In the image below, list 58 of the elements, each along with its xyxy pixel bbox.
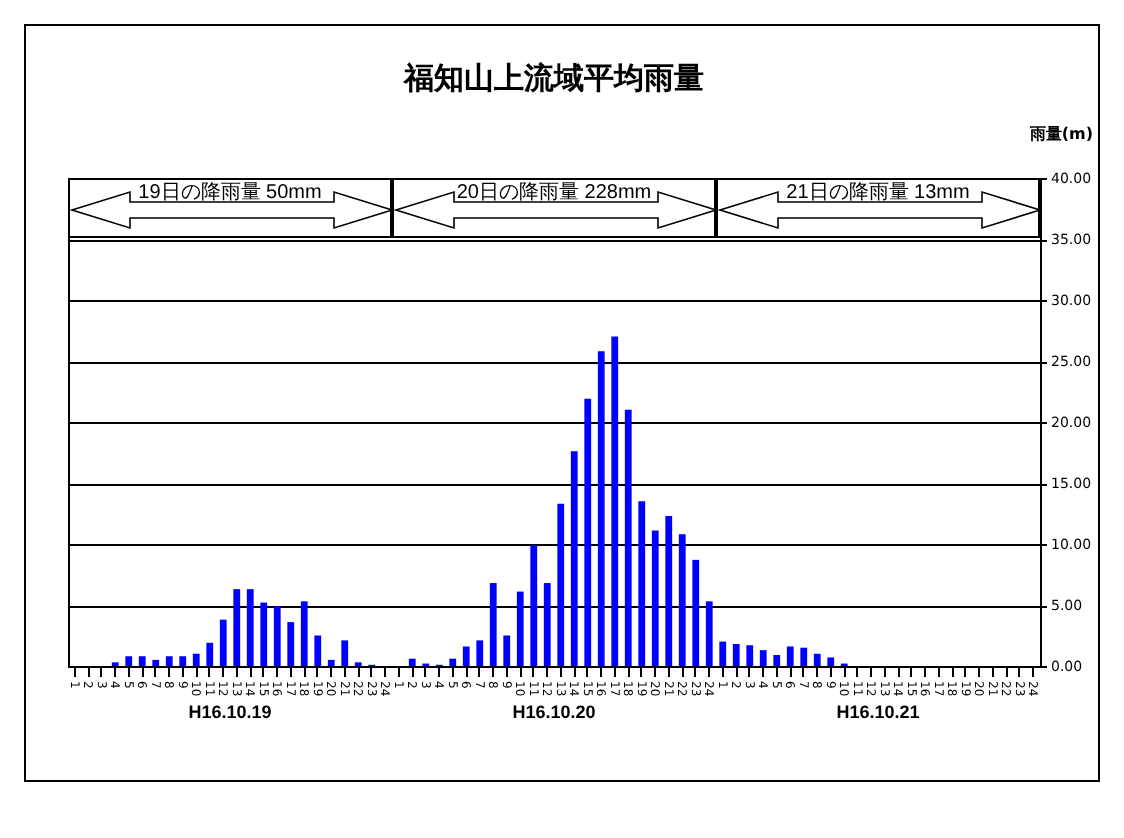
- bar: [638, 501, 646, 666]
- bar: [476, 640, 484, 666]
- bar: [273, 606, 281, 666]
- bar: [125, 656, 133, 666]
- y-axis-title: 雨量(m): [1027, 125, 1093, 143]
- bar: [503, 635, 511, 666]
- bar: [300, 601, 308, 666]
- bar: [773, 655, 781, 666]
- bar: [570, 451, 578, 666]
- header-box: 20日の降雨量 228mm: [392, 178, 716, 238]
- bar: [705, 601, 713, 666]
- chart-title: 福知山上流域平均雨量: [402, 60, 704, 96]
- bar: [678, 534, 686, 666]
- bar: [813, 653, 821, 666]
- bar: [179, 656, 187, 666]
- text: H16.10.20: [510, 702, 598, 722]
- bar: [719, 641, 727, 666]
- bar: [408, 658, 416, 666]
- bar: [206, 642, 214, 666]
- bar: [287, 622, 295, 666]
- bar: [786, 646, 794, 666]
- annotation: 20日の降雨量 228mm: [454, 182, 654, 206]
- bar: [327, 659, 335, 666]
- bar: [732, 644, 740, 666]
- bar: [219, 619, 227, 666]
- bar: [516, 591, 524, 666]
- bar: [584, 398, 592, 666]
- bar: [246, 589, 254, 666]
- bar: [624, 409, 632, 666]
- bar: [449, 658, 457, 666]
- bar: [611, 336, 619, 666]
- annotation: 19日の降雨量 50mm: [136, 182, 324, 206]
- bar: [489, 583, 497, 666]
- bar: [800, 647, 808, 666]
- bar: [314, 635, 322, 666]
- bar: [759, 650, 767, 666]
- bar: [746, 645, 754, 666]
- bar: [543, 583, 551, 666]
- bar: [651, 530, 659, 666]
- bar: [597, 351, 605, 666]
- bar: [692, 559, 700, 666]
- bar: [192, 653, 200, 666]
- header-box: 19日の降雨量 50mm: [68, 178, 392, 238]
- bar: [152, 659, 160, 666]
- bar: [462, 646, 470, 666]
- bar: [665, 515, 673, 666]
- bar: [557, 503, 565, 666]
- bar: [341, 640, 349, 666]
- header-box: 21日の降雨量 13mm: [716, 178, 1040, 238]
- annotation: 21日の降雨量 13mm: [784, 182, 972, 206]
- bar: [827, 657, 835, 666]
- bar: [260, 602, 268, 666]
- bar: [233, 589, 241, 666]
- bar: [530, 545, 538, 666]
- text: H16.10.19: [186, 702, 274, 722]
- text: H16.10.21: [834, 702, 922, 722]
- bar: [138, 656, 146, 666]
- bar: [165, 656, 173, 666]
